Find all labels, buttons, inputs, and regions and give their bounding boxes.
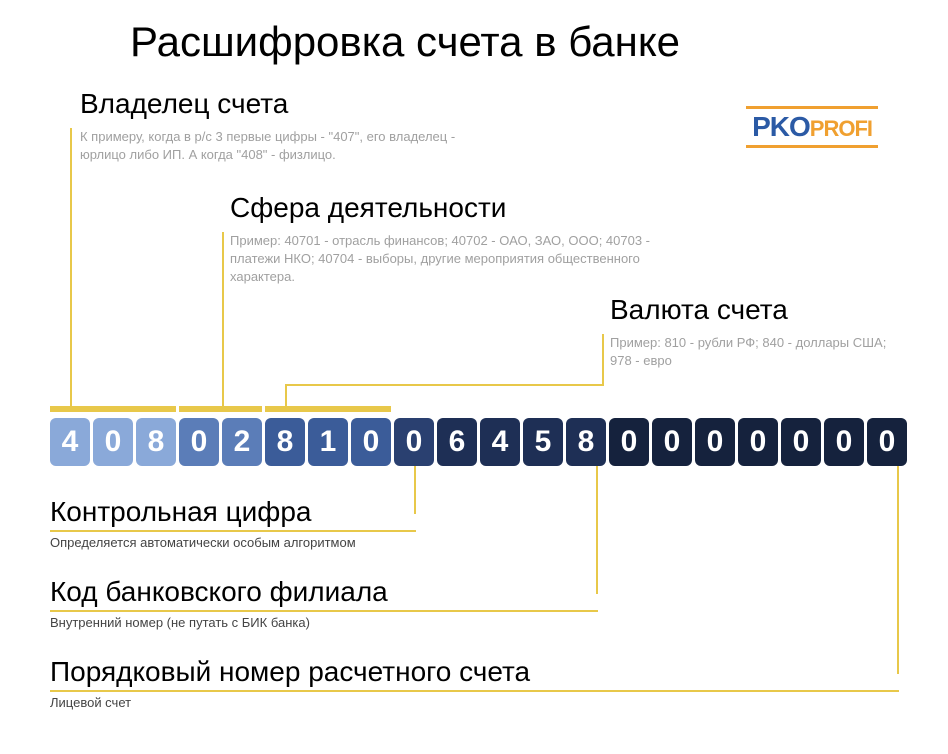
diagram-container: Расшифровка счета в банке PKOPROFI Владе…: [0, 0, 948, 754]
section-activity-title: Сфера деятельности: [230, 192, 650, 224]
group-bar-2: [265, 406, 391, 412]
digit-6: 1: [308, 418, 348, 466]
section-serial: Порядковый номер расчетного счета Лицево…: [50, 656, 530, 712]
logo-profi: PROFI: [810, 116, 872, 142]
digit-7: 0: [351, 418, 391, 466]
digit-9: 6: [437, 418, 477, 466]
connector-line: [50, 690, 899, 692]
section-activity: Сфера деятельности Пример: 40701 - отрас…: [230, 192, 650, 287]
digit-10: 4: [480, 418, 520, 466]
section-serial-title: Порядковый номер расчетного счета: [50, 656, 530, 688]
connector-line: [285, 384, 604, 386]
section-check-desc: Определяется автоматически особым алгори…: [50, 534, 356, 552]
digit-12: 8: [566, 418, 606, 466]
connector-line: [222, 232, 224, 406]
digit-1: 0: [93, 418, 133, 466]
connector-line: [285, 384, 287, 406]
section-owner-desc: К примеру, когда в р/с 3 первые цифры - …: [80, 128, 500, 164]
section-currency-title: Валюта счета: [610, 294, 910, 326]
section-branch-desc: Внутренний номер (не путать с БИК банка): [50, 614, 388, 632]
section-owner-title: Владелец счета: [80, 88, 500, 120]
digit-2: 8: [136, 418, 176, 466]
group-bar-1: [179, 406, 262, 412]
connector-line: [50, 530, 416, 532]
section-branch: Код банковского филиала Внутренний номер…: [50, 576, 388, 632]
account-digits: 40802810064580000000: [50, 418, 907, 466]
section-check: Контрольная цифра Определяется автоматич…: [50, 496, 356, 552]
section-check-title: Контрольная цифра: [50, 496, 356, 528]
section-currency: Валюта счета Пример: 810 - рубли РФ; 840…: [610, 294, 910, 370]
section-currency-desc: Пример: 810 - рубли РФ; 840 - доллары СШ…: [610, 334, 910, 370]
digit-14: 0: [652, 418, 692, 466]
connector-line: [50, 610, 598, 612]
section-serial-desc: Лицевой счет: [50, 694, 530, 712]
connector-line: [602, 334, 604, 384]
digit-8: 0: [394, 418, 434, 466]
digit-13: 0: [609, 418, 649, 466]
section-activity-desc: Пример: 40701 - отрасль финансов; 40702 …: [230, 232, 650, 287]
group-bar-0: [50, 406, 176, 412]
connector-line: [596, 466, 598, 594]
digit-17: 0: [781, 418, 821, 466]
digit-3: 0: [179, 418, 219, 466]
connector-line: [414, 466, 416, 514]
digit-15: 0: [695, 418, 735, 466]
connector-line: [897, 466, 899, 674]
logo: PKOPROFI: [746, 106, 878, 148]
digit-11: 5: [523, 418, 563, 466]
section-branch-title: Код банковского филиала: [50, 576, 388, 608]
digit-19: 0: [867, 418, 907, 466]
digit-4: 2: [222, 418, 262, 466]
digit-18: 0: [824, 418, 864, 466]
section-owner: Владелец счета К примеру, когда в р/с 3 …: [80, 88, 500, 164]
main-title: Расшифровка счета в банке: [130, 18, 680, 66]
digit-5: 8: [265, 418, 305, 466]
digit-16: 0: [738, 418, 778, 466]
connector-line: [70, 128, 72, 406]
digit-0: 4: [50, 418, 90, 466]
logo-pko: PKO: [752, 111, 810, 143]
